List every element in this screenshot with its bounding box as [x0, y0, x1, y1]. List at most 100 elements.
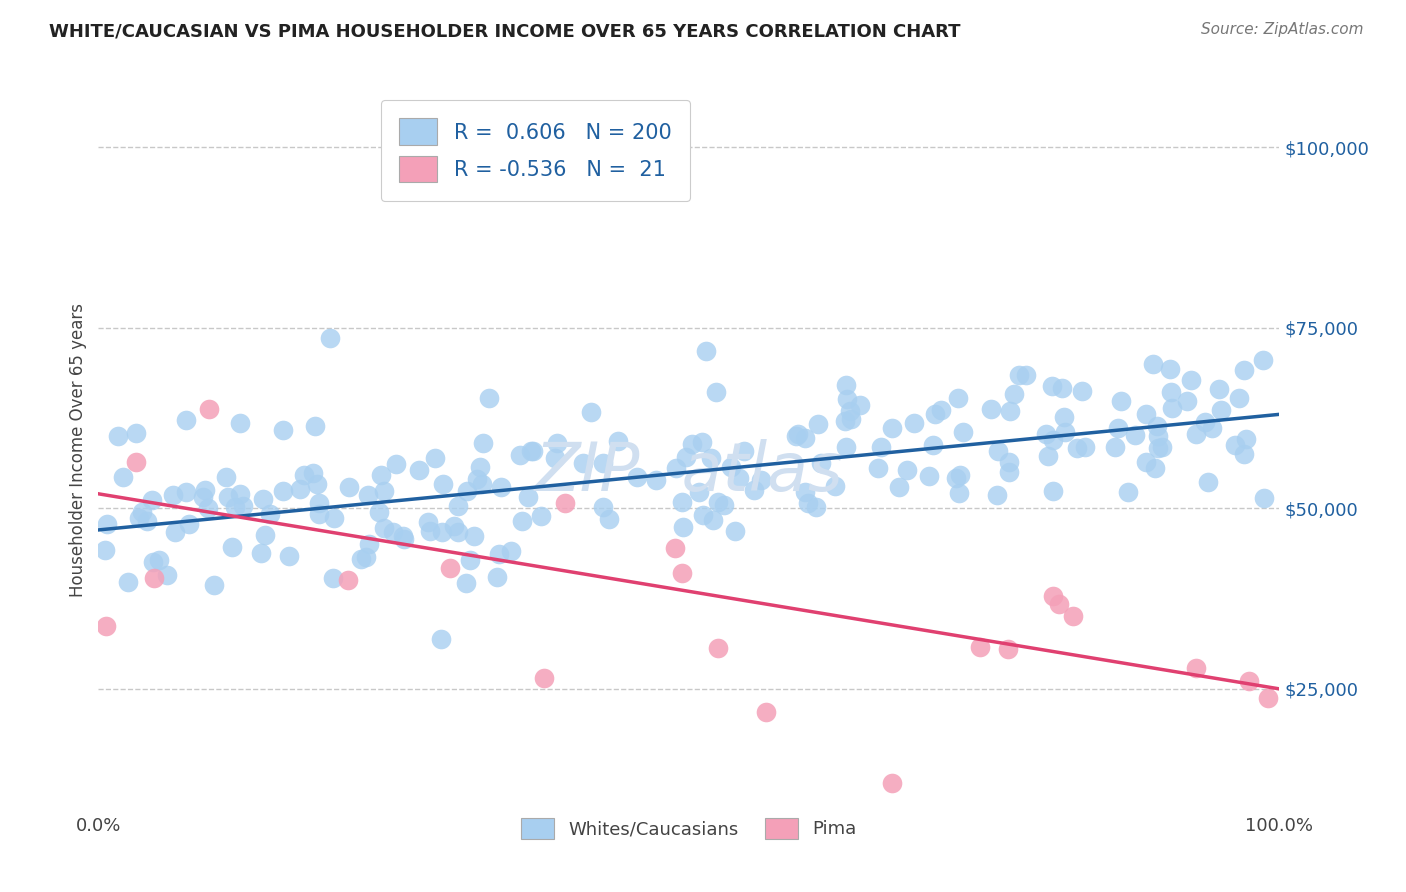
- Point: [454, 575, 477, 590]
- Point: [1227, 391, 1250, 405]
- Point: [554, 496, 576, 510]
- Point: [804, 500, 827, 514]
- Point: [1135, 455, 1157, 469]
- Point: [1185, 426, 1208, 441]
- Point: [1147, 442, 1170, 456]
- Point: [1147, 428, 1170, 442]
- Point: [141, 492, 163, 507]
- Point: [1161, 401, 1184, 415]
- Legend: Whites/Caucasians, Pima: Whites/Caucasians, Pima: [515, 811, 863, 846]
- Point: [1159, 362, 1181, 376]
- Point: [1040, 378, 1063, 392]
- Point: [1104, 440, 1126, 454]
- Point: [373, 484, 395, 499]
- Point: [742, 483, 765, 498]
- Point: [1116, 484, 1139, 499]
- Point: [1135, 407, 1157, 421]
- Point: [724, 524, 747, 538]
- Point: [794, 485, 817, 500]
- Point: [688, 485, 710, 500]
- Point: [755, 705, 778, 719]
- Point: [322, 571, 344, 585]
- Point: [882, 421, 904, 435]
- Point: [1042, 484, 1064, 499]
- Point: [308, 507, 330, 521]
- Text: ZIP  atlas: ZIP atlas: [534, 439, 844, 505]
- Point: [408, 463, 430, 477]
- Point: [156, 568, 179, 582]
- Point: [948, 391, 970, 405]
- Point: [217, 490, 239, 504]
- Point: [998, 455, 1021, 469]
- Point: [849, 398, 872, 412]
- Point: [443, 518, 465, 533]
- Point: [1144, 460, 1167, 475]
- Point: [1184, 661, 1206, 675]
- Point: [870, 440, 893, 454]
- Point: [1002, 387, 1025, 401]
- Point: [1070, 384, 1092, 399]
- Point: [987, 443, 1010, 458]
- Point: [645, 474, 668, 488]
- Point: [292, 468, 315, 483]
- Point: [232, 500, 254, 514]
- Point: [522, 444, 544, 458]
- Point: [1036, 450, 1059, 464]
- Point: [337, 480, 360, 494]
- Point: [924, 407, 946, 421]
- Point: [489, 480, 512, 494]
- Point: [598, 512, 620, 526]
- Point: [1251, 353, 1274, 368]
- Point: [468, 459, 491, 474]
- Point: [148, 553, 170, 567]
- Point: [370, 468, 392, 483]
- Point: [695, 344, 717, 359]
- Point: [486, 569, 509, 583]
- Point: [510, 514, 533, 528]
- Point: [626, 469, 648, 483]
- Point: [720, 460, 742, 475]
- Point: [834, 414, 856, 428]
- Point: [530, 509, 553, 524]
- Point: [499, 544, 522, 558]
- Point: [980, 401, 1002, 416]
- Point: [259, 507, 281, 521]
- Point: [841, 412, 863, 426]
- Point: [1111, 394, 1133, 409]
- Point: [1000, 403, 1022, 417]
- Point: [350, 551, 373, 566]
- Point: [728, 470, 751, 484]
- Point: [998, 465, 1021, 479]
- Point: [1150, 440, 1173, 454]
- Point: [165, 525, 187, 540]
- Point: [191, 490, 214, 504]
- Point: [1074, 440, 1097, 454]
- Point: [749, 473, 772, 487]
- Point: [1146, 418, 1168, 433]
- Point: [1035, 426, 1057, 441]
- Point: [681, 437, 703, 451]
- Point: [839, 404, 862, 418]
- Point: [1257, 690, 1279, 705]
- Point: [1107, 421, 1129, 435]
- Point: [416, 516, 439, 530]
- Point: [896, 463, 918, 477]
- Point: [1233, 447, 1256, 461]
- Point: [929, 402, 952, 417]
- Y-axis label: Householder Income Over 65 years: Householder Income Over 65 years: [69, 303, 87, 598]
- Point: [1062, 608, 1084, 623]
- Point: [797, 496, 820, 510]
- Point: [1232, 363, 1254, 377]
- Point: [135, 514, 157, 528]
- Point: [1223, 437, 1246, 451]
- Point: [202, 578, 225, 592]
- Point: [368, 505, 391, 519]
- Point: [337, 574, 360, 588]
- Point: [1175, 393, 1198, 408]
- Point: [253, 528, 276, 542]
- Point: [1142, 357, 1164, 371]
- Point: [835, 440, 858, 454]
- Point: [471, 435, 494, 450]
- Point: [465, 472, 488, 486]
- Point: [302, 466, 325, 480]
